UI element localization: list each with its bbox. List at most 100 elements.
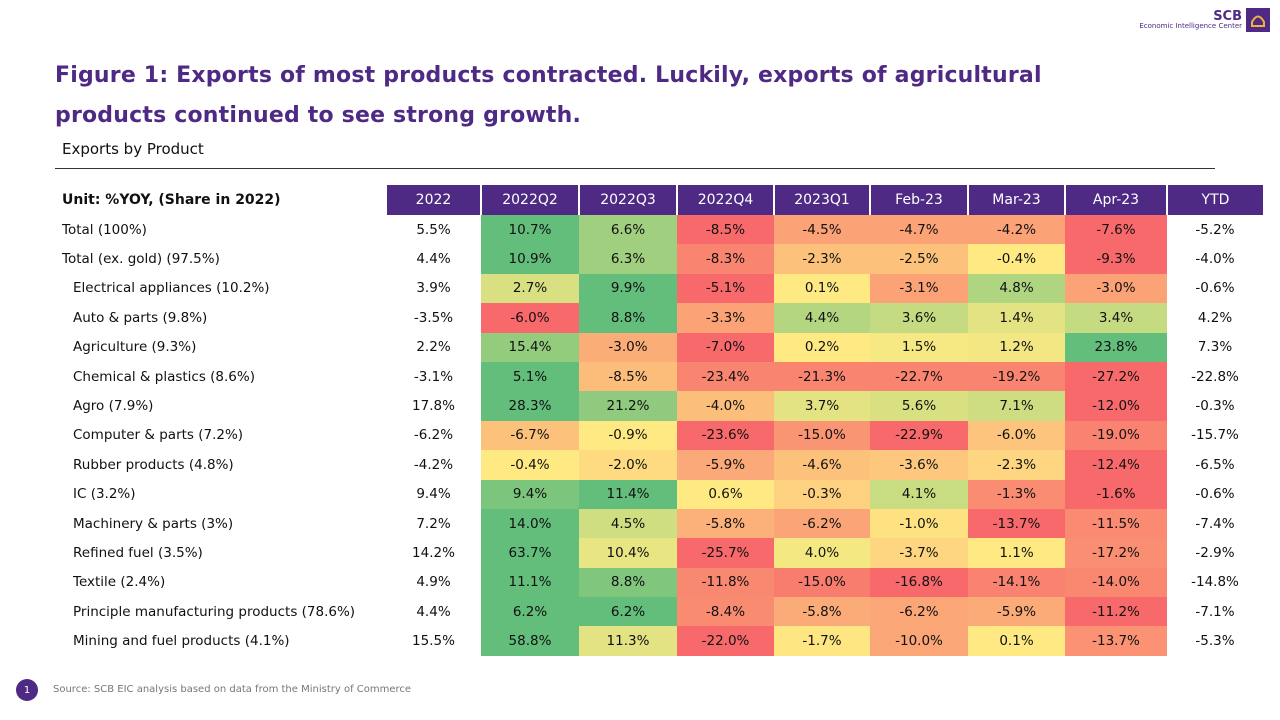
value-cell: -22.7% xyxy=(870,361,968,392)
value-cell: -0.4% xyxy=(481,450,579,480)
value-cell: 3.4% xyxy=(1065,303,1167,333)
value-cell: 0.1% xyxy=(774,273,870,304)
value-cell: 10.9% xyxy=(481,244,579,274)
column-header: 2022 xyxy=(385,185,481,215)
value-cell: -0.3% xyxy=(774,479,870,509)
value-cell: -6.0% xyxy=(968,420,1065,451)
value-cell: -19.2% xyxy=(968,361,1065,392)
value-cell: 9.4% xyxy=(416,486,451,503)
value-cell: -3.7% xyxy=(870,538,968,568)
value-cell: 9.9% xyxy=(579,273,677,304)
value-cell: -15.7% xyxy=(1191,427,1239,444)
value-cell: 8.8% xyxy=(579,567,677,598)
value-cell: 21.2% xyxy=(579,391,677,421)
table-row: Agriculture (9.3%) 2.2% 15.4% -3.0% -7.0% 0.2… xyxy=(55,332,1263,362)
value-cell: -12.4% xyxy=(1065,450,1167,480)
scb-emblem-icon xyxy=(1246,8,1270,32)
value-cell: 11.4% xyxy=(579,479,677,509)
row-label: Machinery & parts (3%) xyxy=(73,515,234,532)
value-cell: -4.0% xyxy=(1195,251,1235,268)
row-label: Agro (7.9%) xyxy=(73,398,154,415)
value-cell: 6.2% xyxy=(481,597,579,627)
scb-logo: SCB Economic Intelligence Center xyxy=(1139,8,1270,32)
value-cell: -3.6% xyxy=(870,450,968,480)
figure-title: Figure 1: Exports of most products contr… xyxy=(55,63,1042,128)
value-cell: -3.0% xyxy=(1065,273,1167,304)
value-cell: -5.3% xyxy=(1195,633,1235,650)
value-cell: -23.6% xyxy=(677,420,774,451)
value-cell: -2.9% xyxy=(1195,544,1235,561)
value-cell: 5.1% xyxy=(481,361,579,392)
logo-name: SCB xyxy=(1213,9,1242,24)
row-label: Electrical appliances (10.2%) xyxy=(73,280,270,297)
value-cell: -4.7% xyxy=(870,215,968,245)
value-cell: -19.0% xyxy=(1065,420,1167,451)
value-cell: -5.8% xyxy=(677,508,774,539)
value-cell: -4.2% xyxy=(968,215,1065,245)
row-label: Agriculture (9.3%) xyxy=(73,339,197,356)
value-cell: -17.2% xyxy=(1065,538,1167,568)
row-label: Total (100%) xyxy=(62,221,147,238)
table-subtitle: Exports by Product xyxy=(62,140,204,158)
value-cell: 63.7% xyxy=(481,538,579,568)
value-cell: -0.6% xyxy=(1195,280,1235,297)
value-cell: -1.0% xyxy=(870,508,968,539)
table-row: Refined fuel (3.5%) 14.2% 63.7% 10.4% -25.7%… xyxy=(55,538,1263,568)
value-cell: 14.2% xyxy=(412,544,455,561)
row-label: Principle manufacturing products (78.6%) xyxy=(73,603,356,620)
value-cell: -7.0% xyxy=(677,332,774,362)
row-label: Rubber products (4.8%) xyxy=(73,456,234,473)
value-cell: -2.0% xyxy=(579,450,677,480)
value-cell: 4.4% xyxy=(774,303,870,333)
unit-label: Unit: %YOY, (Share in 2022) xyxy=(55,185,386,215)
value-cell: -4.0% xyxy=(677,391,774,421)
value-cell: -6.2% xyxy=(774,508,870,539)
value-cell: -15.0% xyxy=(774,420,870,451)
value-cell: 11.3% xyxy=(579,626,677,656)
row-label: Auto & parts (9.8%) xyxy=(73,309,208,326)
value-cell: -4.6% xyxy=(774,450,870,480)
value-cell: -6.2% xyxy=(870,597,968,627)
value-cell: 1.1% xyxy=(968,538,1065,568)
value-cell: -13.7% xyxy=(968,508,1065,539)
value-cell: 1.2% xyxy=(968,332,1065,362)
column-header: 2023Q1 xyxy=(773,185,870,215)
logo-subtitle: Economic Intelligence Center xyxy=(1139,22,1242,30)
value-cell: -21.3% xyxy=(774,361,870,392)
table-row: Total (ex. gold) (97.5%) 4.4% 10.9% 6.3% -8.… xyxy=(55,244,1263,274)
value-cell: 4.0% xyxy=(774,538,870,568)
value-cell: 4.4% xyxy=(416,603,451,620)
table-row: Rubber products (4.8%) -4.2% -0.4% -2.0% -5.… xyxy=(55,450,1263,480)
value-cell: -14.1% xyxy=(968,567,1065,598)
column-header: 2022Q3 xyxy=(578,185,677,215)
value-cell: -1.3% xyxy=(968,479,1065,509)
value-cell: -3.1% xyxy=(413,368,454,385)
value-cell: 4.9% xyxy=(416,574,451,591)
value-cell: -25.7% xyxy=(677,538,774,568)
value-cell: 58.8% xyxy=(481,626,579,656)
row-label: Total (ex. gold) (97.5%) xyxy=(62,251,220,268)
value-cell: -5.8% xyxy=(774,597,870,627)
value-cell: 2.2% xyxy=(416,339,451,356)
row-label: Chemical & plastics (8.6%) xyxy=(73,368,255,385)
value-cell: 4.2% xyxy=(1197,309,1233,326)
row-label: Refined fuel (3.5%) xyxy=(73,544,203,561)
value-cell: -22.0% xyxy=(677,626,774,656)
value-cell: -10.0% xyxy=(870,626,968,656)
value-cell: -3.3% xyxy=(677,303,774,333)
value-cell: 14.0% xyxy=(481,508,579,539)
column-header: 2022Q4 xyxy=(676,185,774,215)
column-header: Apr-23 xyxy=(1064,185,1167,215)
value-cell: 5.6% xyxy=(870,391,968,421)
value-cell: -0.4% xyxy=(968,244,1065,274)
value-cell: -5.1% xyxy=(677,273,774,304)
value-cell: -13.7% xyxy=(1065,626,1167,656)
table-row: Agro (7.9%) 17.8% 28.3% 21.2% -4.0% 3.7% 5.6% 7… xyxy=(55,391,1263,421)
value-cell: 7.3% xyxy=(1197,339,1233,356)
value-cell: 4.5% xyxy=(579,508,677,539)
table-row: Computer & parts (7.2%) -6.2% -6.7% -0.9% -2… xyxy=(55,420,1263,451)
value-cell: -27.2% xyxy=(1065,361,1167,392)
value-cell: -11.8% xyxy=(677,567,774,598)
value-cell: -7.1% xyxy=(1195,603,1235,620)
value-cell: 11.1% xyxy=(481,567,579,598)
